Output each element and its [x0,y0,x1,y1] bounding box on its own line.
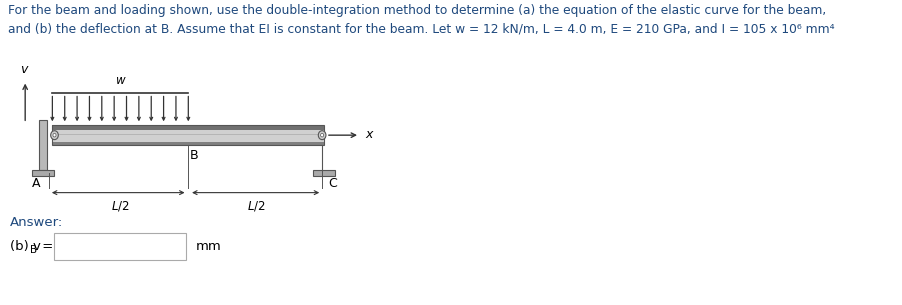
Bar [39,120,47,170]
Bar [52,125,324,145]
Bar [52,125,324,130]
Bar [32,170,54,176]
Text: v: v [20,63,27,76]
Circle shape [51,131,59,140]
Text: Answer:: Answer: [10,217,63,229]
Text: B: B [189,149,198,162]
Text: and (b) the deflection at B. Assume that EI is constant for the beam. Let w = 12: and (b) the deflection at B. Assume that… [8,22,833,35]
Bar [52,128,324,142]
Bar [313,170,335,176]
Text: (b) v: (b) v [10,240,41,253]
Text: A: A [32,177,41,190]
Bar [52,142,324,145]
Text: $L/2$: $L/2$ [247,199,265,213]
Text: =: = [38,240,53,253]
Text: For the beam and loading shown, use the double-integration method to determine (: For the beam and loading shown, use the … [8,4,825,17]
Circle shape [53,133,56,137]
Circle shape [318,131,326,140]
Circle shape [320,133,323,137]
Text: B: B [31,245,37,255]
Bar [54,233,186,260]
Text: mm: mm [196,240,222,253]
Text: x: x [364,128,372,141]
Text: C: C [328,177,336,190]
Text: $L/2$: $L/2$ [111,199,130,213]
Text: w: w [115,74,125,87]
